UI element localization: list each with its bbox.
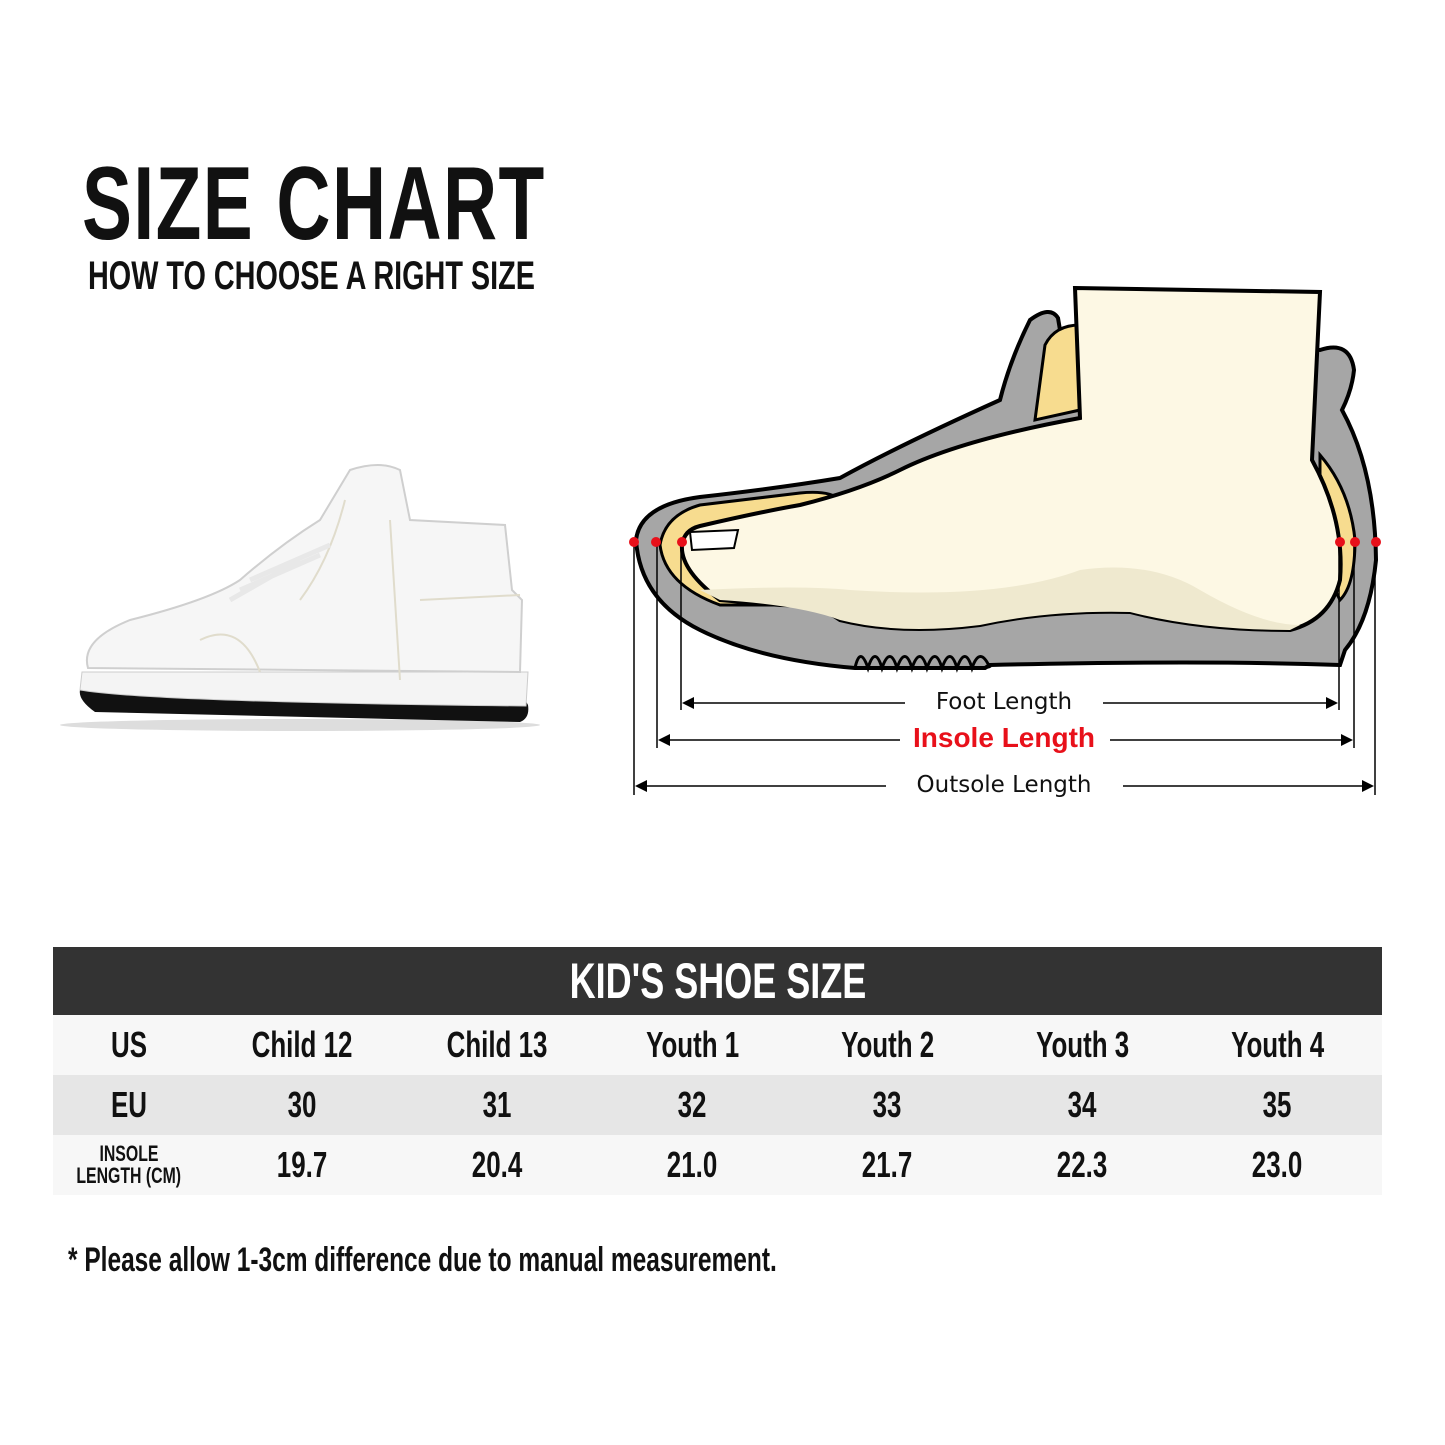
table-cell: 31 — [400, 1084, 595, 1126]
cell-text: 21.7 — [862, 1144, 913, 1185]
table-cell: Youth 1 — [595, 1024, 790, 1066]
foot-length-label: Foot Length — [935, 689, 1073, 715]
measurement-note: * Please allow 1-3cm difference due to m… — [68, 1240, 1052, 1280]
table-cell: 21.7 — [790, 1144, 985, 1186]
cell-text: Youth 2 — [840, 1024, 935, 1065]
row-label-text: EU — [110, 1084, 147, 1125]
table-cell: Child 12 — [205, 1024, 400, 1066]
cell-text: 34 — [1068, 1084, 1097, 1125]
cell-text: Youth 3 — [1035, 1024, 1130, 1065]
subtitle-text: HOW TO CHOOSE A RIGHT SIZE — [88, 254, 535, 298]
table-cell: 32 — [595, 1084, 790, 1126]
cell-text: 21.0 — [667, 1144, 718, 1185]
cell-text: 31 — [483, 1084, 512, 1125]
cell-text: Child 12 — [252, 1024, 353, 1065]
cell-text: 22.3 — [1057, 1144, 1108, 1185]
table-cell: 22.3 — [985, 1144, 1180, 1186]
row-label: US — [53, 1024, 205, 1066]
table-cell: 20.4 — [400, 1144, 595, 1186]
cell-text: Youth 4 — [1230, 1024, 1325, 1065]
row-label-line2: LENGTH (CM) — [76, 1163, 182, 1188]
cell-text: Child 13 — [447, 1024, 548, 1065]
table-cell: 19.7 — [205, 1144, 400, 1186]
table-cell: Youth 2 — [790, 1024, 985, 1066]
outsole-length-label: Outsole Length — [916, 772, 1092, 798]
table-row-insole-length: INSOLE LENGTH (CM) 19.7 20.4 21.0 21.7 2… — [53, 1135, 1382, 1195]
table-cell: Youth 4 — [1180, 1024, 1375, 1066]
row-label-text: US — [110, 1024, 147, 1065]
cell-text: 20.4 — [472, 1144, 523, 1185]
cell-text: 19.7 — [277, 1144, 328, 1185]
table-cell: Youth 3 — [985, 1024, 1180, 1066]
cell-text: 33 — [873, 1084, 902, 1125]
note-text: * Please allow 1-3cm difference due to m… — [68, 1241, 777, 1279]
table-title-text: KID'S SHOE SIZE — [569, 953, 866, 1009]
table-cell: Child 13 — [400, 1024, 595, 1066]
row-label-line1: INSOLE — [99, 1141, 159, 1166]
cell-text: 30 — [288, 1084, 317, 1125]
row-label: EU — [53, 1084, 205, 1126]
table-cell: 34 — [985, 1084, 1180, 1126]
cell-text: Youth 1 — [645, 1024, 740, 1065]
table-cell: 33 — [790, 1084, 985, 1126]
insole-length-label: Insole Length — [913, 722, 1095, 753]
table-cell: 21.0 — [595, 1144, 790, 1186]
table-row-us: US Child 12 Child 13 Youth 1 Youth 2 You… — [53, 1015, 1382, 1075]
cell-text: 32 — [678, 1084, 707, 1125]
title-text: SIZE CHART — [82, 146, 546, 262]
table-row-eu: EU 30 31 32 33 34 35 — [53, 1075, 1382, 1135]
size-table: KID'S SHOE SIZE US Child 12 Child 13 You… — [53, 947, 1382, 1195]
cell-text: 35 — [1263, 1084, 1292, 1125]
table-cell: 35 — [1180, 1084, 1375, 1126]
cell-text: 23.0 — [1252, 1144, 1303, 1185]
page-title: SIZE CHART — [82, 152, 726, 256]
table-cell: 30 — [205, 1084, 400, 1126]
page-subtitle: HOW TO CHOOSE A RIGHT SIZE — [88, 254, 709, 298]
table-cell: 23.0 — [1180, 1144, 1375, 1186]
row-label: INSOLE LENGTH (CM) — [53, 1143, 205, 1187]
measurement-point-markers — [629, 537, 1381, 547]
table-title: KID'S SHOE SIZE — [53, 947, 1382, 1015]
